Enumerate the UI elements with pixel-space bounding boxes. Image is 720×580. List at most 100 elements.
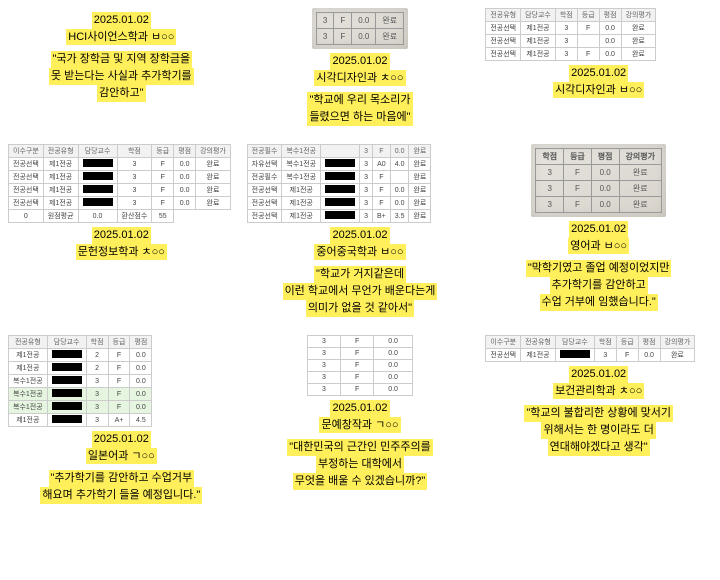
testimony-cell: 2025.01.02HCI사이언스학과 ㅂ○○"국가 장학금 및 지역 장학금을… [8, 8, 235, 126]
photo-table: 3F0.0완료3F0.0완료 [312, 8, 408, 49]
redacted [52, 415, 82, 423]
redacted [325, 211, 355, 219]
col-header: 학점 [117, 145, 152, 158]
col-header: 전공필수 [247, 145, 282, 158]
testimony-cell: 이수구분전공유형담당교수학점등급평점강의평가전공선택제1전공3F0.0완료전공선… [8, 144, 235, 317]
redacted [52, 389, 82, 397]
testimony-cell: 전공필수복수1전공 3F0.0완료자유선택복수1전공3A04.0완료전공필수복수1… [247, 144, 474, 317]
table-row: 자유선택복수1전공3A04.0완료 [247, 158, 431, 171]
caption: 2025.01.02시각디자인과 ㅂ○○ [553, 65, 644, 98]
table-row: 복수1전공3F0.0 [9, 401, 152, 414]
col-header: 담당교수 [521, 9, 556, 22]
col-header [321, 145, 360, 158]
table-row: 전공선택제1전공3F0.0완료 [247, 184, 431, 197]
redacted [52, 363, 82, 371]
col-header: 강의평가 [196, 145, 231, 158]
caption: 2025.01.02보건관리학과 ㅊ○○ [553, 366, 644, 399]
footer-row: 0원점평균0.0환산점수55 [9, 210, 231, 223]
caption: 2025.01.02영어과 ㅂ○○ [568, 221, 629, 254]
table-row: 전공선택제1전공3F0.0완료 [9, 184, 231, 197]
col-header: 담당교수 [47, 336, 86, 349]
col-header: 이수구분 [9, 145, 44, 158]
photo-table: 학점등급평점강의평가3F0.0완료3F0.0완료3F0.0완료 [531, 144, 666, 217]
table-row: 3F0.0 [308, 348, 413, 360]
table-row: 3F0.0 [308, 384, 413, 396]
table-row: 전공선택제1전공3F0.0완료 [486, 48, 656, 61]
col-header: 등급 [577, 9, 599, 22]
col-header: 평점 [599, 9, 621, 22]
caption: 2025.01.02HCI사이언스학과 ㅂ○○ [66, 12, 176, 45]
redacted [560, 350, 590, 358]
grade-table: 전공유형담당교수학점등급평점제1전공2F0.0제1전공2F0.0복수1전공3F0… [8, 335, 152, 427]
caption: 2025.01.02중어중국학과 ㅂ○○ [314, 227, 405, 260]
redacted [325, 159, 355, 167]
table-row: 전공선택제1전공3F0.0완료 [486, 349, 695, 362]
testimony-cell: 이수구분전공유형담당교수학점등급평점강의평가전공선택제1전공3F0.0완료 202… [485, 335, 712, 504]
table-row: 전공선택제1전공30.0완료 [486, 35, 656, 48]
col-header: 평점 [174, 145, 196, 158]
table-row: 전공선택제1전공3F0.0완료 [9, 171, 231, 184]
quote: "학교에 우리 목소리가들렸으면 하는 마음에" [307, 92, 412, 126]
col-header: 완료 [409, 145, 431, 158]
redacted [325, 172, 355, 180]
col-header: 등급 [616, 336, 638, 349]
table-row: 3F0.0완료 [536, 165, 662, 181]
caption: 2025.01.02문헌정보학과 ㅊ○○ [76, 227, 167, 260]
table-row: 3F0.0완료 [536, 181, 662, 197]
table-row: 3F0.0 [308, 336, 413, 348]
caption: 2025.01.02시각디자인과 ㅊ○○ [314, 53, 405, 86]
col-header: 담당교수 [78, 145, 117, 158]
redacted [83, 172, 113, 180]
redacted [83, 185, 113, 193]
col-header: 이수구분 [486, 336, 521, 349]
redacted [325, 185, 355, 193]
testimony-cell: 3F0.0완료3F0.0완료 2025.01.02시각디자인과 ㅊ○○ "학교에 우… [247, 8, 474, 126]
table-row: 복수1전공3F0.0 [9, 388, 152, 401]
col-header: 0.0 [390, 145, 409, 158]
testimony-cell: 전공유형담당교수학점등급평점제1전공2F0.0제1전공2F0.0복수1전공3F0… [8, 335, 235, 504]
col-header: 학점 [594, 336, 616, 349]
table-row: 3F0.0완료 [536, 197, 662, 213]
redacted [83, 198, 113, 206]
table-row: 전공선택제1전공3F0.0완료 [9, 158, 231, 171]
caption: 2025.01.02문예창작과 ㄱ○○ [319, 400, 400, 433]
table-row: 전공선택제1전공3F0.0완료 [9, 197, 231, 210]
col-header: F [372, 145, 390, 158]
table-row: 전공선택제1전공3F0.0완료 [486, 22, 656, 35]
redacted [52, 376, 82, 384]
table-row: 3F0.0 [308, 372, 413, 384]
quote: "대한민국의 근간인 민주주의를부정하는 대학에서무엇을 배울 수 있겠습니까?… [287, 439, 433, 490]
testimony-cell: 학점등급평점강의평가3F0.0완료3F0.0완료3F0.0완료 2025.01.0… [485, 144, 712, 317]
table-row: 복수1전공3F0.0 [9, 375, 152, 388]
col-header: 3 [360, 145, 373, 158]
quote: "학교의 불합리한 상황에 맞서기위해서는 한 명이라도 더연대해야겠다고 생각… [524, 405, 673, 456]
table-row: 제1전공3A+4.5 [9, 414, 152, 427]
redacted [52, 350, 82, 358]
table-row: 전공필수복수1전공3F완료 [247, 171, 431, 184]
redacted [325, 198, 355, 206]
table-row: 제1전공2F0.0 [9, 362, 152, 375]
col-header: 평점 [130, 336, 152, 349]
testimony-cell: 전공유형담당교수학점등급평점강의평가전공선택제1전공3F0.0완료전공선택제1전… [485, 8, 712, 126]
col-header: 담당교수 [555, 336, 594, 349]
col-header: 등급 [152, 145, 174, 158]
col-header: 전공유형 [9, 336, 48, 349]
table-row: 3F0.0 [308, 360, 413, 372]
col-header: 전공유형 [521, 336, 556, 349]
col-header: 전공유형 [43, 145, 78, 158]
col-header: 등급 [108, 336, 130, 349]
grade-table: 이수구분전공유형담당교수학점등급평점강의평가전공선택제1전공3F0.0완료전공선… [8, 144, 231, 223]
testimony-cell: 3F0.03F0.03F0.03F0.03F0.02025.01.02문예창작과… [247, 335, 474, 504]
grade-table: 전공필수복수1전공 3F0.0완료자유선택복수1전공3A04.0완료전공필수복수1… [247, 144, 432, 223]
col-header: 복수1전공 [282, 145, 321, 158]
simple-table: 3F0.03F0.03F0.03F0.03F0.0 [307, 335, 413, 396]
col-header: 강의평가 [660, 336, 695, 349]
caption: 2025.01.02일본어과 ㄱ○○ [86, 431, 157, 464]
col-header: 학점 [86, 336, 108, 349]
grade-table: 전공유형담당교수학점등급평점강의평가전공선택제1전공3F0.0완료전공선택제1전… [485, 8, 656, 61]
redacted [83, 159, 113, 167]
table-row: 제1전공2F0.0 [9, 349, 152, 362]
table-row: 전공선택제1전공3F0.0완료 [247, 197, 431, 210]
table-row: 전공선택제1전공3B+3.5완료 [247, 210, 431, 223]
col-header: 평점 [638, 336, 660, 349]
